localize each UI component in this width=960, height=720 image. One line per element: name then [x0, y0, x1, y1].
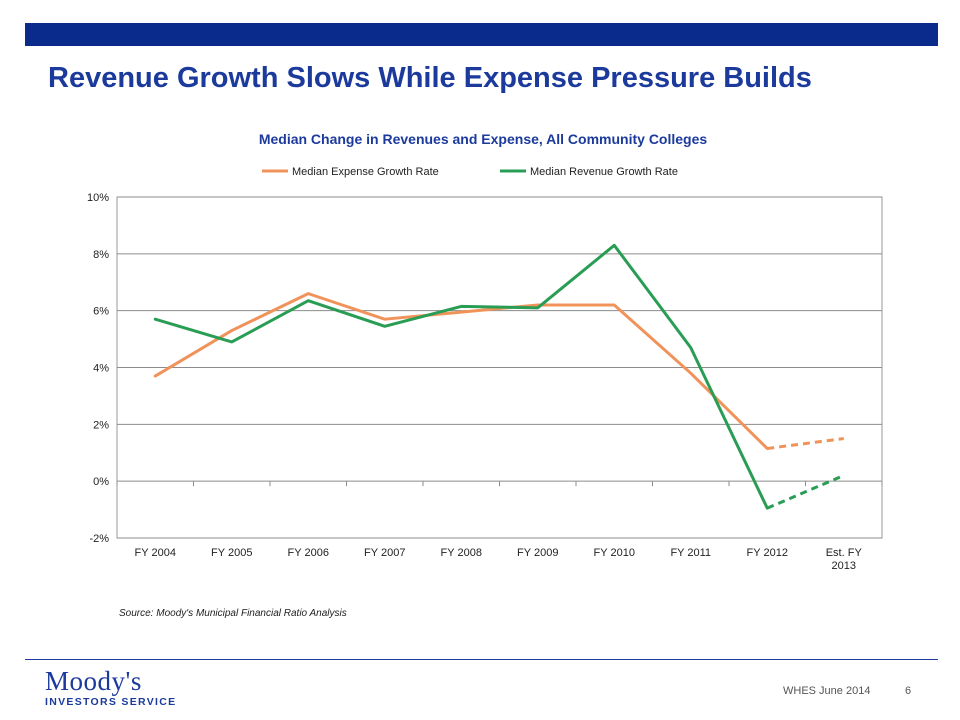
- chart-series: [153, 243, 845, 510]
- series-line-estimate: [767, 437, 844, 450]
- x-tick-label: FY 2004: [135, 547, 176, 559]
- logo-wordmark: Moody's: [45, 666, 142, 696]
- source-note: Source: Moody's Municipal Financial Rati…: [119, 608, 347, 619]
- legend-label: Median Expense Growth Rate: [292, 166, 439, 178]
- chart-title: Median Change in Revenues and Expense, A…: [259, 131, 708, 147]
- series-line: [153, 292, 769, 450]
- x-tick-label: FY 2011: [670, 547, 711, 559]
- y-tick-label: 0%: [93, 476, 109, 488]
- page-number: 6: [905, 685, 912, 697]
- x-tick-label: FY 2008: [441, 547, 482, 559]
- x-tick-label: FY 2005: [211, 547, 252, 559]
- y-tick-label: 10%: [87, 192, 109, 204]
- legend-label: Median Revenue Growth Rate: [530, 166, 678, 178]
- y-tick-label: 2%: [93, 419, 109, 431]
- x-tick-label: FY 2009: [517, 547, 558, 559]
- line-chart: Median Change in Revenues and Expense, A…: [87, 131, 883, 572]
- moodys-logo: Moody's INVESTORS SERVICE: [45, 668, 176, 708]
- y-tick-label: -2%: [89, 533, 109, 545]
- chart-gridlines: [116, 196, 883, 539]
- series-line: [153, 243, 769, 510]
- series-line-estimate: [766, 474, 845, 510]
- slide-title: Revenue Growth Slows While Expense Press…: [48, 62, 812, 94]
- y-tick-label: 4%: [93, 363, 109, 375]
- x-tick-label: FY 2007: [364, 547, 405, 559]
- chart-legend: Median Expense Growth Rate Median Revenue…: [262, 166, 678, 178]
- footer-rule: [25, 659, 938, 660]
- x-tick-label: FY 2006: [288, 547, 329, 559]
- y-axis: -2% 0% 2% 4% 6% 8% 10%: [87, 192, 109, 545]
- x-axis: FY 2004 FY 2005 FY 2006 FY 2007 FY 2008 FY 20…: [116, 481, 883, 572]
- logo-subtitle: INVESTORS SERVICE: [45, 696, 177, 708]
- y-tick-label: 8%: [93, 249, 109, 261]
- footer-label: WHES June 2014: [783, 685, 871, 697]
- x-tick-label: Est. FY 2013: [826, 547, 863, 572]
- top-brand-bar: [25, 23, 938, 46]
- x-tick-label: FY 2012: [747, 547, 788, 559]
- y-tick-label: 6%: [93, 306, 109, 318]
- x-tick-label: FY 2010: [594, 547, 635, 559]
